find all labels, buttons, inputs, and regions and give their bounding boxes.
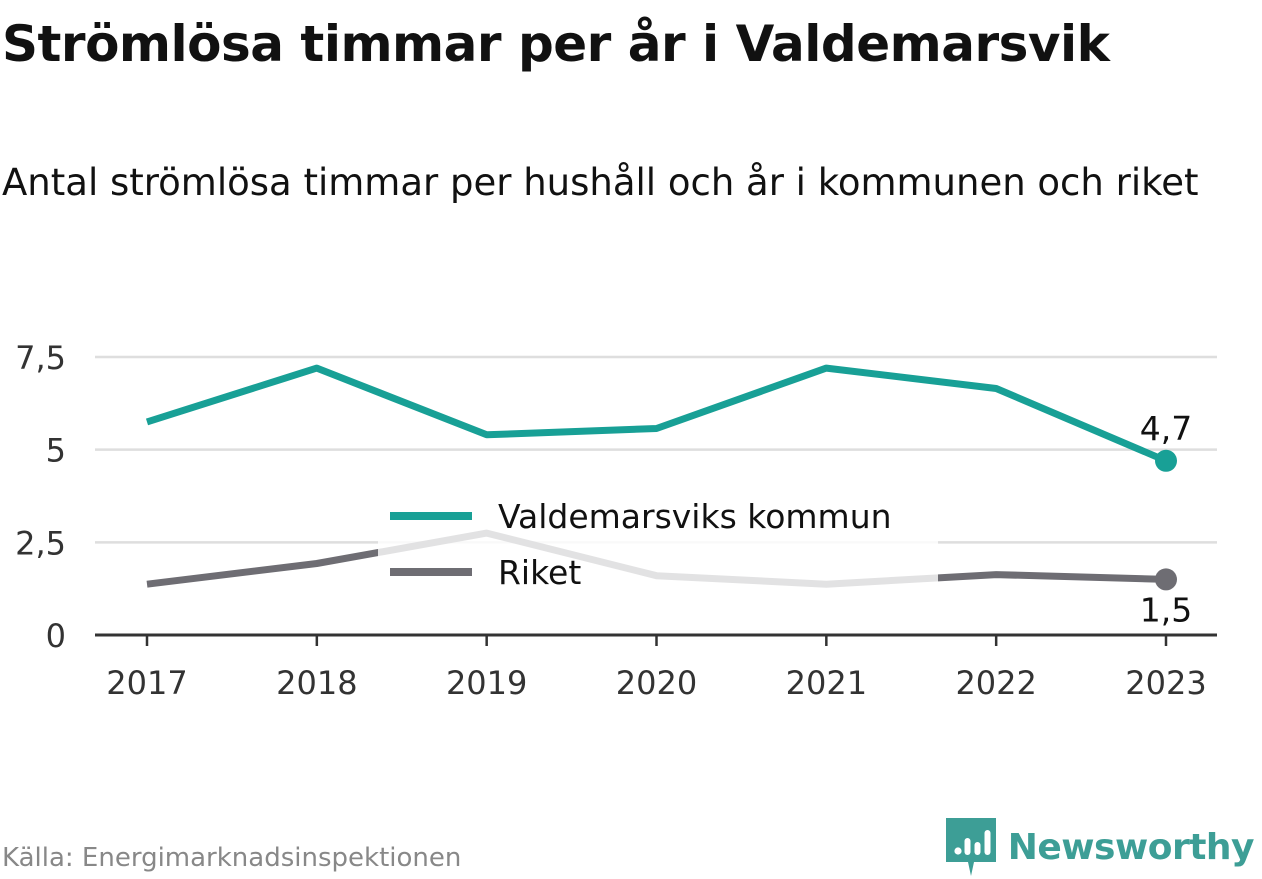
series-end-marker <box>1155 568 1177 591</box>
series-end-marker <box>1155 449 1177 472</box>
y-tick-label: 5 <box>46 432 66 470</box>
y-axis-tick-labels: 0 2,5 5 7,5 <box>15 339 66 655</box>
legend: Valdemarsviks kommun Riket <box>378 490 938 600</box>
newsworthy-logo-icon <box>945 818 996 876</box>
y-tick-label: 0 <box>46 617 66 655</box>
series-line-kommun <box>145 364 1168 465</box>
brand-logo: Newsworthy <box>945 818 1255 876</box>
chart-title: Strömlösa timmar per år i Valdemarsvik <box>2 15 1110 73</box>
legend-label: Valdemarsviks kommun <box>498 497 892 536</box>
x-axis-tick-labels: 2017 2018 2019 2020 2021 2022 2023 <box>106 664 1206 702</box>
brand-name: Newsworthy <box>1007 826 1255 868</box>
x-tick-label: 2023 <box>1125 664 1206 702</box>
end-value-label: 4,7 <box>1140 409 1192 448</box>
source-note: Källa: Energimarknadsinspektionen <box>2 843 462 873</box>
y-tick-label: 7,5 <box>15 339 66 377</box>
end-value-label: 1,5 <box>1140 590 1192 629</box>
x-tick-label: 2018 <box>276 664 357 702</box>
legend-background <box>378 490 938 600</box>
legend-label: Riket <box>498 553 581 592</box>
chart-subtitle: Antal strömlösa timmar per hushåll och å… <box>2 161 1199 204</box>
x-tick-label: 2021 <box>786 664 867 702</box>
x-tick-label: 2017 <box>106 664 187 702</box>
x-axis <box>95 633 1217 646</box>
data-labels: 4,7 1,5 <box>1140 409 1192 630</box>
x-tick-label: 2022 <box>955 664 1036 702</box>
y-tick-label: 2,5 <box>15 524 66 562</box>
x-tick-label: 2020 <box>616 664 697 702</box>
x-tick-label: 2019 <box>446 664 527 702</box>
